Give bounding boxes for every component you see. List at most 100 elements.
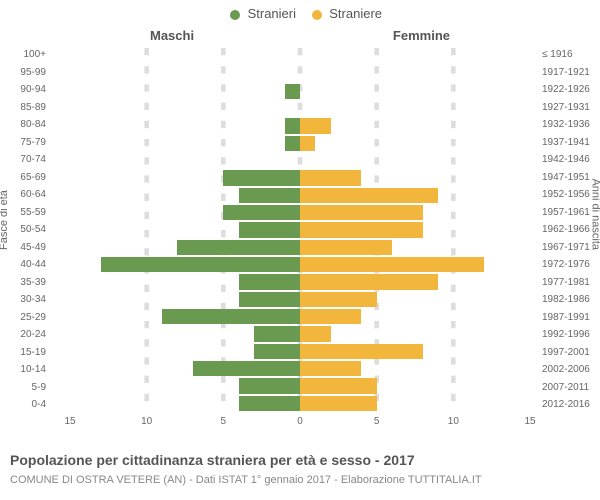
bar-row	[70, 377, 530, 394]
bar-row	[70, 117, 530, 134]
bar-male	[223, 205, 300, 220]
birth-label: 2002-2006	[542, 363, 598, 377]
chart-subtitle: COMUNE DI OSTRA VETERE (AN) - Dati ISTAT…	[10, 474, 482, 486]
age-label: 25-29	[2, 311, 46, 325]
birth-label: 1952-1956	[542, 188, 598, 202]
age-label: 0-4	[2, 398, 46, 412]
bar-male	[239, 188, 300, 203]
bar-female	[300, 222, 423, 237]
bar-row	[70, 48, 530, 65]
bar-row	[70, 169, 530, 186]
x-tick: 0	[297, 416, 303, 427]
legend-dot-male	[230, 10, 240, 20]
bar-male	[254, 326, 300, 341]
bar-row	[70, 152, 530, 169]
birth-label: 1982-1986	[542, 293, 598, 307]
birth-labels: ≤ 19161917-19211922-19261927-19311932-19…	[542, 48, 598, 412]
birth-label: 1957-1961	[542, 206, 598, 220]
bar-male	[239, 292, 300, 307]
x-tick: 5	[374, 416, 380, 427]
bar-row	[70, 204, 530, 221]
x-tick: 10	[448, 416, 459, 427]
bar-row	[70, 273, 530, 290]
birth-label: 1962-1966	[542, 223, 598, 237]
bar-male	[239, 274, 300, 289]
age-label: 10-14	[2, 363, 46, 377]
bar-male	[223, 170, 300, 185]
age-label: 90-94	[2, 83, 46, 97]
age-label: 50-54	[2, 223, 46, 237]
x-ticks: 15105051015	[70, 416, 530, 430]
bar-male	[239, 396, 300, 411]
age-label: 40-44	[2, 258, 46, 272]
birth-label: 1927-1931	[542, 101, 598, 115]
bar-female	[300, 396, 377, 411]
bar-row	[70, 256, 530, 273]
bar-female	[300, 240, 392, 255]
bar-row	[70, 291, 530, 308]
age-label: 75-79	[2, 136, 46, 150]
bar-row	[70, 100, 530, 117]
plot-area	[70, 48, 530, 412]
bar-female	[300, 118, 331, 133]
bar-female	[300, 344, 423, 359]
bar-row	[70, 239, 530, 256]
age-label: 35-39	[2, 276, 46, 290]
age-label: 45-49	[2, 241, 46, 255]
bar-male	[239, 378, 300, 393]
bar-row	[70, 343, 530, 360]
birth-label: 1977-1981	[542, 276, 598, 290]
column-title-female: Femmine	[393, 28, 450, 43]
birth-label: 1937-1941	[542, 136, 598, 150]
x-tick: 5	[221, 416, 227, 427]
birth-label: 1932-1936	[542, 118, 598, 132]
birth-label: 1947-1951	[542, 171, 598, 185]
bar-row	[70, 135, 530, 152]
bar-female	[300, 136, 315, 151]
bar-female	[300, 170, 361, 185]
legend-dot-female	[312, 10, 322, 20]
bar-female	[300, 205, 423, 220]
bar-male	[162, 309, 300, 324]
birth-label: 1917-1921	[542, 66, 598, 80]
age-label: 80-84	[2, 118, 46, 132]
bar-female	[300, 361, 361, 376]
bar-male	[254, 344, 300, 359]
bar-female	[300, 326, 331, 341]
legend: Stranieri Straniere	[0, 6, 600, 21]
birth-label: 1992-1996	[542, 328, 598, 342]
column-title-male: Maschi	[150, 28, 194, 43]
chart-title: Popolazione per cittadinanza straniera p…	[10, 452, 415, 468]
birth-label: 2007-2011	[542, 381, 598, 395]
age-label: 60-64	[2, 188, 46, 202]
age-label: 5-9	[2, 381, 46, 395]
bar-row	[70, 308, 530, 325]
bar-female	[300, 188, 438, 203]
legend-label-female: Straniere	[329, 6, 382, 21]
bar-female	[300, 292, 377, 307]
bar-male	[101, 257, 300, 272]
bar-row	[70, 65, 530, 82]
birth-label: 2012-2016	[542, 398, 598, 412]
bar-female	[300, 274, 438, 289]
population-pyramid: Stranieri Straniere Maschi Femmine Fasce…	[0, 0, 600, 500]
bar-female	[300, 309, 361, 324]
x-tick: 10	[141, 416, 152, 427]
bar-row	[70, 395, 530, 412]
x-tick: 15	[64, 416, 75, 427]
birth-label: 1972-1976	[542, 258, 598, 272]
age-label: 65-69	[2, 171, 46, 185]
bar-male	[285, 84, 300, 99]
age-label: 85-89	[2, 101, 46, 115]
bar-female	[300, 257, 484, 272]
bar-male	[285, 118, 300, 133]
age-label: 70-74	[2, 153, 46, 167]
x-tick: 15	[524, 416, 535, 427]
birth-label: 1987-1991	[542, 311, 598, 325]
bar-row	[70, 325, 530, 342]
age-label: 55-59	[2, 206, 46, 220]
legend-label-male: Stranieri	[248, 6, 296, 21]
bar-row	[70, 360, 530, 377]
birth-label: 1922-1926	[542, 83, 598, 97]
age-label: 15-19	[2, 346, 46, 360]
